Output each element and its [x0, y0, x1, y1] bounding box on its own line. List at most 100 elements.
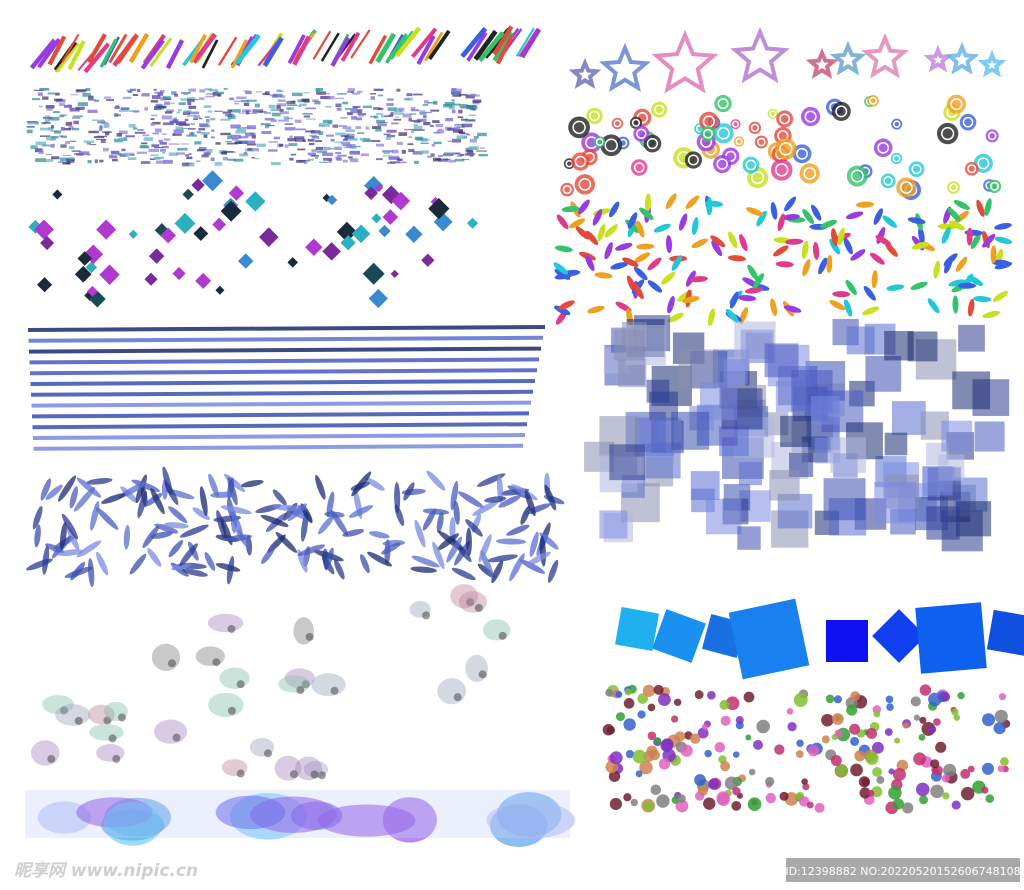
dot: [643, 801, 654, 812]
dot: [892, 798, 904, 810]
spiral: [568, 116, 590, 139]
texture: [451, 138, 462, 143]
texture: [238, 136, 249, 139]
confetti: [770, 298, 778, 317]
leaf: [526, 551, 551, 566]
texture: [230, 134, 241, 139]
rule-line: [30, 379, 536, 386]
leaf: [226, 555, 235, 585]
confetti: [813, 241, 820, 260]
spiral-ring: [911, 164, 922, 175]
dot: [799, 796, 810, 807]
texture: [413, 126, 423, 130]
confetti: [556, 214, 569, 230]
texture: [477, 132, 487, 137]
leaf: [90, 501, 100, 531]
stroke: [375, 32, 397, 64]
texture: [284, 123, 294, 125]
dot: [748, 768, 756, 776]
diamond: [52, 189, 63, 200]
spiral-ring: [962, 116, 974, 128]
leaf: [179, 524, 209, 538]
spiral-ring: [757, 137, 766, 147]
texture: [353, 107, 358, 110]
confetti: [984, 198, 992, 216]
texture: [26, 126, 35, 128]
leaf: [154, 523, 179, 534]
texture: [351, 92, 361, 95]
dot: [753, 739, 763, 750]
dot: [953, 714, 961, 721]
texture: [65, 121, 73, 126]
blob: [437, 678, 466, 705]
spiral-ring: [967, 164, 977, 174]
texture: [119, 109, 129, 112]
confetti: [783, 305, 802, 313]
confetti: [558, 300, 575, 310]
texture: [226, 142, 238, 145]
texture: [26, 129, 33, 134]
texture: [210, 136, 215, 139]
texture: [315, 88, 324, 91]
star: [651, 29, 719, 94]
stroke: [99, 38, 118, 68]
dot: [765, 792, 777, 804]
texture: [60, 127, 65, 131]
stroke: [83, 42, 111, 74]
texture: [447, 127, 459, 131]
texture: [469, 146, 477, 150]
spiral: [586, 107, 603, 125]
confetti: [862, 306, 880, 316]
dot: [997, 765, 1005, 772]
texture: [396, 88, 401, 92]
texture: [139, 145, 150, 149]
leaf: [437, 533, 459, 551]
confetti: [937, 223, 956, 230]
texture: [54, 98, 63, 102]
texture: [60, 144, 67, 148]
confetti: [832, 291, 851, 298]
texture: [365, 126, 370, 130]
diamond: [362, 262, 385, 285]
texture: [66, 159, 75, 163]
texture: [227, 135, 232, 140]
leaf: [61, 513, 79, 540]
texture: [337, 154, 347, 157]
stroke: [287, 34, 306, 65]
confetti: [863, 286, 876, 301]
dot: [1000, 757, 1009, 766]
blob-head: [108, 734, 117, 743]
blue-square: [614, 606, 660, 652]
texture: [398, 132, 408, 136]
confetti: [689, 276, 708, 283]
texture: [223, 88, 228, 90]
texture: [153, 156, 164, 160]
diamond: [322, 242, 341, 261]
star: [861, 32, 909, 79]
spiral: [964, 161, 979, 176]
texture: [82, 92, 91, 97]
texture: [273, 93, 283, 97]
texture: [310, 154, 319, 157]
leaf: [123, 525, 131, 550]
confetti: [667, 295, 675, 314]
confetti: [953, 199, 970, 210]
texture: [448, 105, 455, 110]
confetti: [785, 238, 804, 245]
leaf: [275, 531, 298, 553]
confetti: [561, 206, 580, 213]
texture: [132, 127, 138, 130]
leaf: [220, 505, 252, 515]
texture: [451, 91, 460, 95]
leaf: [360, 554, 370, 574]
texture: [346, 91, 350, 93]
dot: [933, 718, 941, 726]
confetti: [976, 199, 985, 217]
confetti: [952, 295, 959, 314]
texture: [391, 149, 399, 154]
dot: [802, 783, 810, 791]
dot: [942, 792, 950, 800]
texture: [423, 121, 431, 126]
texture: [430, 124, 434, 128]
texture: [462, 119, 469, 122]
